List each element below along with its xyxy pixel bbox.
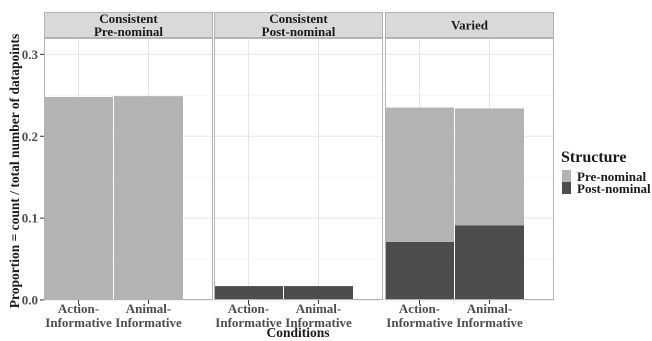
panel-1-strip-label: Pre-nominal	[94, 24, 163, 39]
panel-3-bar-post-nominal-2	[455, 225, 524, 300]
legend-label-post-nominal: Post-nominal	[577, 181, 651, 196]
panel-3-x-tick-label: Informative	[386, 315, 453, 330]
panel-1-x-tick-label: Action-	[58, 301, 99, 316]
panel-1-frame	[44, 38, 213, 300]
panel-1-bar-pre-nominal-1	[44, 96, 113, 300]
panel-3-bar-post-nominal-1	[385, 241, 454, 300]
panel-3-x-tick-label: Animal-	[467, 301, 513, 316]
panel-2-x-tick-label: Animal-	[296, 301, 342, 316]
panel-1-bar-pre-nominal-2	[114, 96, 183, 300]
panel-3-strip	[385, 12, 554, 38]
y-tick-label: 0.0	[22, 293, 38, 308]
panel-3-bar-pre-nominal-2	[455, 108, 524, 226]
panel-2-strip	[214, 12, 383, 38]
legend: Structure Pre-nominal Post-nominal	[561, 149, 651, 196]
panel-2-strip-label: Post-nominal	[262, 24, 336, 39]
panel-3-frame	[385, 38, 554, 300]
bars-layer	[44, 96, 524, 300]
y-axis-title: Proportion = count / total number of dat…	[7, 34, 22, 309]
panel-2-frame	[214, 38, 383, 300]
panel-frames-layer	[44, 38, 554, 300]
panel-2-strip-label: Consistent	[269, 11, 328, 26]
y-tick-label: 0.2	[22, 129, 38, 144]
x-axis-title: Conditions	[266, 325, 329, 340]
panel-2-x-tick-label: Informative	[215, 315, 282, 330]
legend-label-pre-nominal: Pre-nominal	[577, 169, 646, 184]
strips-layer: ConsistentPre-nominalConsistentPost-nomi…	[44, 11, 554, 39]
y-axis: 0.0 0.1 0.2 0.3	[22, 47, 44, 308]
panel-2-bar-post-nominal-2	[284, 286, 353, 300]
y-tick-label: 0.1	[22, 211, 38, 226]
panel-1-strip-label: Consistent	[99, 11, 158, 26]
panel-1-x-tick-label: Informative	[115, 315, 182, 330]
panel-3-strip-label: Varied	[451, 18, 489, 33]
panel-3-x-tick-label: Action-	[399, 301, 440, 316]
panel-1-strip	[44, 12, 213, 38]
panel-3-x-tick-label: Informative	[456, 315, 523, 330]
panel-2-bar-post-nominal-1	[214, 286, 283, 300]
panel-2-x-tick-label: Informative	[285, 315, 352, 330]
x-axis: Action-InformativeAnimal-InformativeActi…	[45, 300, 523, 330]
legend-swatch-pre-nominal	[562, 170, 571, 182]
y-tick-label: 0.3	[22, 47, 39, 62]
panel-2-x-tick-label: Action-	[228, 301, 269, 316]
panel-1-x-tick-label: Animal-	[126, 301, 172, 316]
panel-1-x-tick-label: Informative	[45, 315, 112, 330]
legend-swatch-post-nominal	[562, 182, 571, 194]
legend-title: Structure	[561, 149, 626, 166]
panel-3-bar-pre-nominal-1	[385, 107, 454, 242]
